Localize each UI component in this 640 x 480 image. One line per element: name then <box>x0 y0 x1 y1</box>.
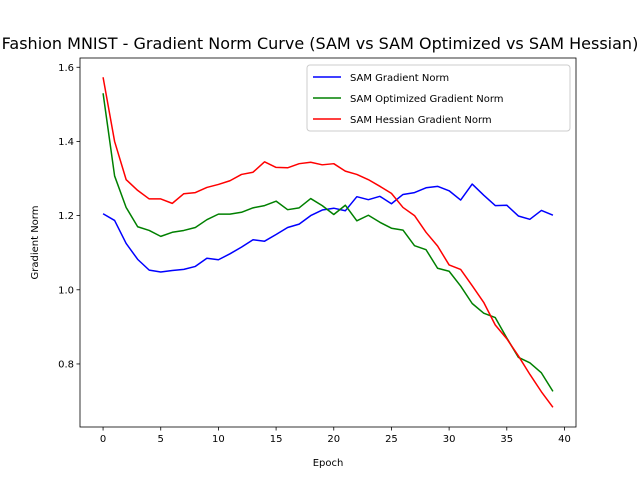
x-tick-label: 30 <box>443 434 456 445</box>
legend: SAM Gradient Norm SAM Optimized Gradient … <box>306 64 571 132</box>
y-axis-label: Gradient Norm <box>30 206 41 280</box>
x-axis: 0 5 10 15 20 25 30 35 40 <box>100 427 571 445</box>
legend-label-2: SAM Optimized Gradient Norm <box>350 94 504 105</box>
x-tick-label: 5 <box>158 434 164 445</box>
x-tick-label: 20 <box>327 434 340 445</box>
y-tick-label: 1.2 <box>58 211 74 222</box>
chart-title: Fashion MNIST - Gradient Norm Curve (SAM… <box>2 34 639 53</box>
x-tick-label: 35 <box>500 434 513 445</box>
x-tick-label: 10 <box>212 434 225 445</box>
series-line-3 <box>102 77 554 408</box>
y-tick-label: 1.0 <box>58 285 74 296</box>
x-tick-label: 40 <box>558 434 571 445</box>
plot-frame <box>79 57 577 428</box>
legend-box <box>306 64 571 132</box>
x-tick-label: 15 <box>270 434 283 445</box>
x-tick-label: 25 <box>385 434 398 445</box>
series-line-1 <box>102 183 554 273</box>
x-tick-label: 0 <box>100 434 106 445</box>
series-line-2 <box>102 93 554 392</box>
y-tick-label: 1.6 <box>58 63 74 74</box>
legend-label-1: SAM Gradient Norm <box>350 73 449 84</box>
y-tick-label: 0.8 <box>58 359 74 370</box>
y-tick-label: 1.4 <box>58 137 74 148</box>
y-axis: 0.8 1.0 1.2 1.4 1.6 <box>58 63 80 370</box>
plot-area <box>102 77 554 408</box>
x-axis-label: Epoch <box>313 458 344 469</box>
legend-label-3: SAM Hessian Gradient Norm <box>350 115 492 126</box>
